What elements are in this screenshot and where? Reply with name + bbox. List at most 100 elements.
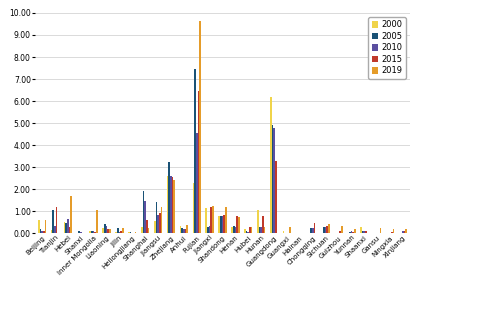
- Bar: [120, 231, 122, 233]
- Bar: [43, 231, 44, 233]
- Bar: [109, 229, 110, 233]
- Bar: [323, 227, 325, 233]
- Bar: [225, 207, 226, 233]
- Bar: [141, 227, 142, 233]
- Bar: [38, 220, 40, 233]
- Bar: [236, 216, 238, 233]
- Bar: [122, 228, 124, 233]
- Bar: [218, 216, 220, 233]
- Bar: [270, 97, 272, 233]
- Bar: [406, 229, 407, 233]
- Bar: [360, 227, 362, 233]
- Bar: [184, 229, 186, 233]
- Bar: [192, 183, 194, 233]
- Bar: [144, 201, 146, 233]
- Bar: [157, 215, 159, 233]
- Bar: [135, 232, 136, 233]
- Bar: [212, 206, 214, 233]
- Bar: [349, 232, 350, 233]
- Bar: [341, 226, 342, 233]
- Bar: [340, 231, 341, 233]
- Bar: [325, 227, 326, 233]
- Bar: [391, 232, 392, 233]
- Bar: [183, 229, 184, 233]
- Bar: [128, 232, 130, 233]
- Bar: [154, 221, 156, 233]
- Bar: [96, 210, 98, 233]
- Bar: [248, 232, 249, 233]
- Bar: [207, 227, 209, 233]
- Bar: [51, 230, 52, 233]
- Bar: [70, 196, 72, 233]
- Bar: [314, 223, 315, 233]
- Bar: [172, 177, 174, 233]
- Bar: [108, 229, 109, 233]
- Bar: [91, 231, 93, 233]
- Bar: [40, 229, 42, 233]
- Bar: [104, 225, 106, 233]
- Legend: 2000, 2005, 2010, 2015, 2019: 2000, 2005, 2010, 2015, 2019: [368, 17, 406, 79]
- Bar: [80, 232, 82, 233]
- Bar: [68, 227, 70, 233]
- Bar: [234, 227, 236, 233]
- Bar: [246, 231, 248, 233]
- Bar: [146, 220, 148, 233]
- Bar: [142, 191, 144, 233]
- Bar: [186, 225, 188, 233]
- Bar: [380, 228, 382, 233]
- Bar: [282, 231, 284, 233]
- Bar: [102, 228, 104, 233]
- Bar: [352, 232, 354, 233]
- Bar: [273, 128, 275, 233]
- Bar: [41, 231, 43, 233]
- Bar: [66, 223, 67, 233]
- Bar: [312, 228, 314, 233]
- Bar: [310, 228, 312, 233]
- Bar: [194, 69, 196, 233]
- Bar: [52, 210, 54, 233]
- Bar: [392, 229, 394, 233]
- Bar: [180, 226, 182, 233]
- Bar: [130, 232, 132, 233]
- Bar: [402, 231, 404, 233]
- Bar: [275, 161, 276, 233]
- Bar: [264, 227, 266, 233]
- Bar: [244, 229, 246, 233]
- Bar: [206, 208, 207, 233]
- Bar: [258, 227, 260, 233]
- Bar: [64, 222, 66, 233]
- Bar: [362, 231, 364, 233]
- Bar: [233, 226, 234, 233]
- Bar: [262, 216, 264, 233]
- Bar: [328, 225, 330, 233]
- Bar: [198, 91, 199, 233]
- Bar: [210, 207, 212, 233]
- Bar: [326, 226, 328, 233]
- Bar: [93, 231, 94, 233]
- Bar: [199, 21, 201, 233]
- Bar: [44, 220, 46, 233]
- Bar: [222, 216, 224, 233]
- Bar: [148, 228, 150, 233]
- Bar: [78, 231, 80, 233]
- Bar: [365, 231, 367, 233]
- Bar: [106, 226, 108, 233]
- Bar: [56, 207, 58, 233]
- Bar: [224, 214, 225, 233]
- Bar: [249, 227, 251, 233]
- Bar: [196, 133, 198, 233]
- Bar: [170, 176, 172, 233]
- Bar: [167, 176, 168, 233]
- Bar: [260, 227, 262, 233]
- Bar: [182, 228, 183, 233]
- Bar: [118, 232, 120, 233]
- Bar: [117, 228, 118, 233]
- Bar: [350, 231, 352, 233]
- Bar: [159, 214, 160, 233]
- Bar: [54, 226, 56, 233]
- Bar: [231, 227, 233, 233]
- Bar: [354, 229, 356, 233]
- Bar: [364, 231, 365, 233]
- Bar: [290, 227, 291, 233]
- Bar: [220, 216, 222, 233]
